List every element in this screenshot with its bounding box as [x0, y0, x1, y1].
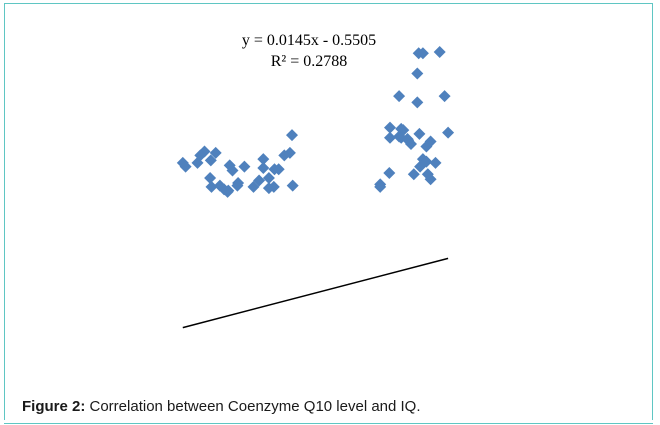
figure-caption-label: Figure 2: — [22, 398, 86, 415]
scatter-point-40 — [226, 164, 239, 177]
scatter-point-47 — [262, 172, 275, 185]
scatter-point-42 — [383, 166, 396, 179]
scatter-point-41 — [272, 163, 285, 176]
scatter-point-3 — [433, 46, 446, 59]
scatter-point-23 — [209, 146, 222, 159]
scatter-point-5 — [393, 90, 406, 103]
figure-caption: Figure 2: Correlation between Coenzyme Q… — [22, 398, 421, 415]
scatter-point-27 — [204, 154, 217, 167]
figure-caption-text: Correlation between Coenzyme Q10 level a… — [85, 398, 421, 415]
scatter-point-46 — [204, 172, 217, 185]
scatter-point-13 — [384, 131, 396, 144]
figure-frame — [4, 3, 653, 420]
scatter-point-53 — [247, 180, 260, 193]
scatter-point-50 — [231, 179, 244, 192]
scatter-point-4 — [411, 67, 424, 80]
scatter-point-43 — [407, 168, 420, 181]
scatter-point-7 — [411, 96, 424, 109]
scatter-point-21 — [286, 129, 298, 142]
scatter-point-51 — [205, 180, 218, 193]
scatter-point-56 — [286, 179, 299, 192]
scatter-point-25 — [278, 149, 291, 162]
scatter-point-8 — [384, 121, 396, 134]
scatter-point-59 — [221, 185, 234, 198]
scatter-point-11 — [442, 126, 455, 139]
figure-bottom-rule — [4, 423, 653, 424]
trendline — [182, 257, 449, 329]
scatter-point-19 — [405, 138, 417, 150]
scatter-point-35 — [238, 160, 251, 173]
scatter-point-28 — [257, 153, 270, 166]
trendline-r-squared: R² = 0.2788 — [271, 53, 348, 70]
scatter-point-61 — [374, 180, 387, 193]
scatter-point-36 — [179, 160, 192, 173]
scatter-point-37 — [257, 161, 270, 174]
scatter-point-55 — [262, 182, 275, 195]
scatter-point-30 — [191, 156, 204, 169]
scatter-point-33 — [429, 156, 442, 169]
scatter-point-38 — [414, 160, 427, 173]
scatter-point-2 — [416, 47, 429, 60]
scatter-point-6 — [438, 90, 451, 103]
scatter-point-45 — [424, 173, 437, 186]
scatter-point-12 — [413, 127, 426, 140]
scatter-points — [176, 46, 455, 198]
trendline-equation: y = 0.0145x - 0.5505 — [242, 32, 376, 49]
scatter-point-20 — [420, 140, 433, 153]
